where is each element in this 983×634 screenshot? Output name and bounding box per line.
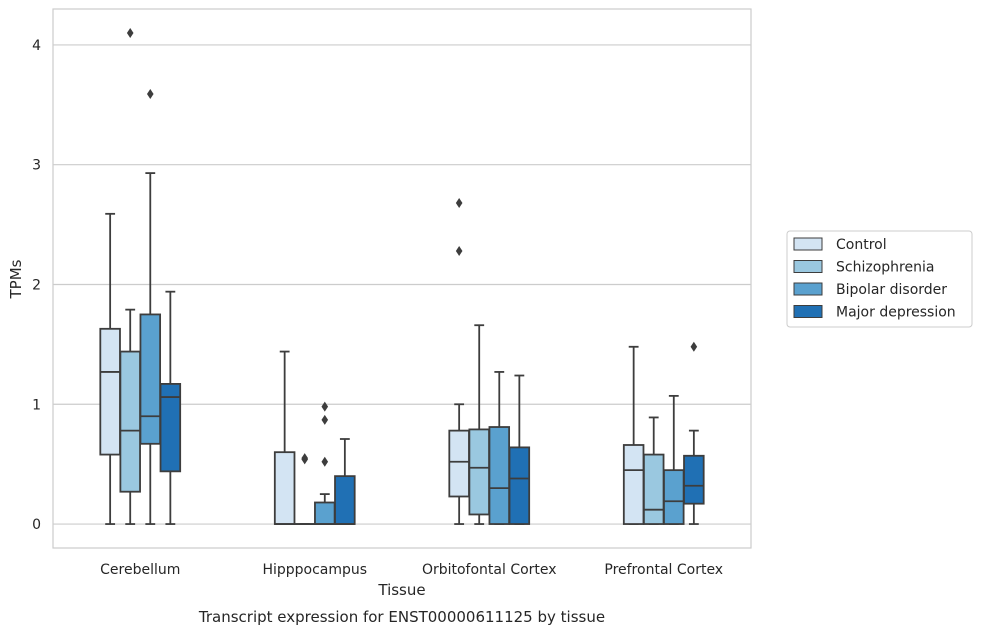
y-axis-title: TPMs — [7, 259, 25, 299]
legend-entry-label: Schizophrenia — [836, 260, 934, 276]
y-tick-label: 4 — [32, 38, 41, 54]
outlier-point — [321, 414, 329, 425]
legend-swatch — [793, 305, 823, 318]
box-iqr — [663, 469, 685, 525]
box-0-2 — [139, 89, 162, 525]
outlier-point — [321, 401, 329, 412]
outlier-point — [146, 89, 154, 100]
box-3-1 — [642, 416, 665, 525]
box-iqr — [642, 453, 665, 525]
x-axis-title: Tissue — [377, 581, 425, 599]
box-series — [99, 27, 705, 525]
x-axis-ticks: Cerebellum Hipppocampus Orbitofontal Corte… — [100, 562, 723, 578]
box-iqr — [508, 446, 531, 525]
outlier-point — [301, 453, 309, 464]
box-iqr — [622, 444, 645, 525]
box-iqr — [488, 426, 511, 525]
box-3-2 — [663, 394, 685, 525]
box-iqr — [334, 475, 356, 525]
y-tick-label: 3 — [32, 158, 41, 174]
outlier-point — [455, 198, 463, 209]
box-3-3 — [683, 341, 705, 525]
x-tick-label: Hipppocampus — [262, 562, 367, 578]
x-tick-label: Prefrontal Cortex — [604, 562, 723, 578]
y-tick-label: 0 — [32, 517, 41, 533]
box-2-1 — [468, 324, 490, 525]
box-iqr — [468, 428, 490, 516]
box-iqr — [683, 454, 705, 505]
x-tick-label: Cerebellum — [100, 562, 180, 578]
box-iqr — [314, 501, 336, 525]
box-iqr — [159, 383, 182, 473]
legend-frame — [786, 230, 973, 328]
legend: Control Schizophrenia Bipolar disorder Majo… — [786, 230, 973, 328]
outlier-point — [455, 245, 463, 256]
y-tick-label: 1 — [32, 397, 41, 413]
y-tick-label: 2 — [32, 277, 41, 293]
box-iqr — [273, 451, 296, 525]
box-1-3 — [334, 438, 356, 525]
box-iqr — [139, 313, 162, 445]
legend-entry-label: Major depression — [836, 305, 956, 321]
y-axis-ticks: 0 1 2 3 4 — [32, 38, 41, 533]
legend-swatch — [793, 260, 823, 273]
legend-swatch — [793, 237, 823, 251]
outlier-point — [321, 456, 329, 467]
box-iqr — [119, 350, 141, 493]
outlier-point — [126, 27, 134, 38]
legend-entry-label: Bipolar disorder — [836, 282, 947, 298]
box-iqr — [99, 327, 121, 456]
outlier-point — [690, 341, 698, 352]
box-0-3 — [159, 290, 182, 525]
box-iqr — [448, 429, 470, 498]
box-2-3 — [508, 374, 531, 525]
box-1-2 — [314, 401, 336, 525]
box-0-0 — [99, 212, 121, 525]
box-1-1 — [293, 453, 316, 525]
legend-entry-label: Control — [836, 237, 887, 253]
x-tick-label: Orbitofontal Cortex — [422, 562, 557, 578]
legend-swatch — [793, 282, 823, 296]
chart-caption: Transcript expression for ENST0000061112… — [198, 608, 605, 626]
box-1-0 — [273, 350, 296, 525]
